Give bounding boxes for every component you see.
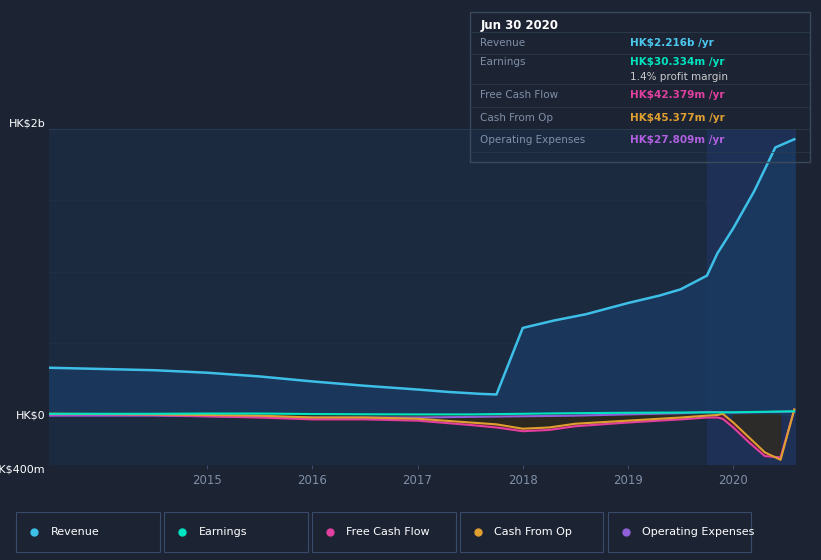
Text: Cash From Op: Cash From Op — [494, 528, 572, 538]
Text: HK$2b: HK$2b — [9, 119, 45, 129]
Text: HK$42.379m /yr: HK$42.379m /yr — [630, 90, 724, 100]
Bar — [707, 129, 796, 465]
Text: Earnings: Earnings — [480, 57, 525, 67]
Text: Revenue: Revenue — [51, 528, 99, 538]
Text: Free Cash Flow: Free Cash Flow — [346, 528, 430, 538]
Text: HK$2.216b /yr: HK$2.216b /yr — [630, 38, 713, 48]
Text: HK$27.809m /yr: HK$27.809m /yr — [630, 136, 724, 145]
Text: Jun 30 2020: Jun 30 2020 — [480, 20, 558, 32]
Text: Earnings: Earnings — [199, 528, 247, 538]
Text: HK$30.334m /yr: HK$30.334m /yr — [630, 57, 724, 67]
FancyBboxPatch shape — [460, 512, 603, 552]
Text: HK$45.377m /yr: HK$45.377m /yr — [630, 113, 725, 123]
Text: HK$0: HK$0 — [16, 410, 45, 420]
FancyBboxPatch shape — [16, 512, 160, 552]
Text: Operating Expenses: Operating Expenses — [642, 528, 754, 538]
FancyBboxPatch shape — [608, 512, 751, 552]
Text: Revenue: Revenue — [480, 38, 525, 48]
FancyBboxPatch shape — [312, 512, 456, 552]
Text: -HK$400m: -HK$400m — [0, 465, 45, 475]
Text: Free Cash Flow: Free Cash Flow — [480, 90, 558, 100]
FancyBboxPatch shape — [164, 512, 308, 552]
Text: Operating Expenses: Operating Expenses — [480, 136, 585, 145]
Text: Cash From Op: Cash From Op — [480, 113, 553, 123]
Text: 1.4% profit margin: 1.4% profit margin — [630, 72, 727, 82]
